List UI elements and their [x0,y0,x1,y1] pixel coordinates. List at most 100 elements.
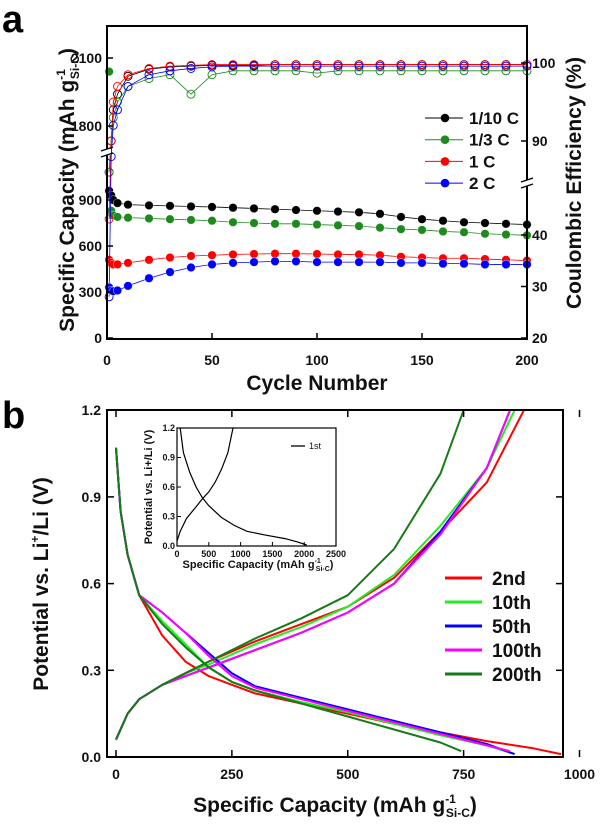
ce-line [108,70,527,173]
ce-line [108,64,527,173]
panel-label-a: a [2,0,24,41]
capacity-point [144,213,154,223]
ce-point [333,66,343,76]
inset-y-tick-label: 0.3 [162,512,175,522]
y-tick-label: 0.3 [82,662,102,678]
ce-point [207,60,217,70]
legend-label: 50th [492,617,531,638]
capacity-point [165,253,175,263]
legend-label: 10th [492,593,531,614]
inset-x-label-main: Specific Capacity (mAh g [183,559,315,571]
capacity-point [112,259,122,269]
ce-point [291,66,301,76]
capacity-point [501,259,511,269]
inset-charge-curve [176,427,234,542]
y2-tick-label: 90 [532,133,548,149]
y2-tick-label: 100 [532,55,556,71]
series-1-10-C [104,60,532,230]
legend-label: 2 C [469,174,495,193]
panel-b-data [115,409,562,756]
ce-point [270,61,280,71]
capacity-point [270,256,280,266]
capacity-point [249,218,259,228]
ce-point [123,81,133,91]
capacity-point [396,212,406,222]
capacity-point [144,273,154,283]
capacity-point [165,214,175,224]
y-tick-label: 0 [94,330,102,346]
ce-point [207,62,217,72]
inset-y-tick-label: 0.9 [162,453,175,463]
ce-point [113,81,122,91]
capacity-point [123,213,133,223]
capacity-point [270,219,280,229]
ce-point [186,60,196,70]
ce-point [165,66,175,76]
capacity-point [375,223,385,233]
ce-point [104,214,114,224]
inset-axes: 0 500 1000 1500 2000 2500 0.0 0.3 0.6 0.9 1.2 [162,423,346,559]
capacity-point [396,224,406,234]
capacity-point [333,257,343,267]
capacity-point [333,207,343,217]
x-tick-label: 250 [220,766,244,782]
legend-label: 200th [492,665,542,686]
x-tick-label: 500 [336,766,360,782]
curve-200th [115,409,465,753]
capacity-point [207,259,217,269]
capacity-point [459,227,469,237]
panel-b-x-label-sub: Si-C [446,806,470,820]
capacity-point [228,258,238,268]
capacity-point [375,209,385,219]
y-tick-label: 900 [79,192,103,208]
ce-point [186,64,196,73]
capacity-point [249,257,259,267]
y-tick-label: 0.0 [82,749,102,765]
inset-discharge-curve [179,427,307,546]
y-tick-label: 2100 [71,50,102,66]
ce-point [354,61,364,71]
panel-a-legend: 1/10 C 1/3 C 1 C 2 C [425,109,519,193]
capacity-point [228,203,238,213]
ce-point [291,61,301,71]
x-tick-label: 100 [305,352,329,368]
panel-label-b: b [2,395,25,437]
capacity-point [112,198,122,208]
ce-point [108,97,118,107]
ce-point [459,61,469,71]
inset-x-label-close: ) [330,559,334,571]
panel-b-x-label: Specific Capacity (mAh g-1 Si-C) [193,792,477,820]
ce-point [113,105,122,115]
capacity-point [207,202,217,212]
y-tick-label: 1.2 [82,402,102,418]
ce-point [417,61,427,71]
capacity-point [375,257,385,267]
capacity-point [480,259,490,269]
ce-point [459,66,469,76]
ce-point [228,61,238,71]
capacity-point [291,219,301,229]
capacity-point [249,249,259,259]
ce-point [396,61,406,71]
x-tick-label: 50 [204,352,220,368]
inset-x-tick-label: 500 [201,549,216,559]
inset-x-tick-label: 1500 [262,549,282,559]
discharge-curve [115,447,462,753]
ce-point [270,66,280,76]
axis-break-gap [523,180,531,186]
capacity-point [112,212,122,222]
ce-point [438,66,448,76]
y-tick-label: 600 [79,238,103,254]
capacity-point [354,221,364,231]
capacity-point [144,200,154,210]
capacity-point [144,255,154,265]
ce-point [354,66,364,76]
capacity-point [312,206,322,216]
panel-b-legend: 2nd 10th 50th 100th 200th [445,569,542,686]
inset-y-tick-label: 1.2 [162,423,175,433]
capacity-point [291,256,301,266]
inset-legend-label: 1st [309,441,322,451]
inset-legend: 1st [291,441,322,451]
capacity-point [123,200,133,210]
